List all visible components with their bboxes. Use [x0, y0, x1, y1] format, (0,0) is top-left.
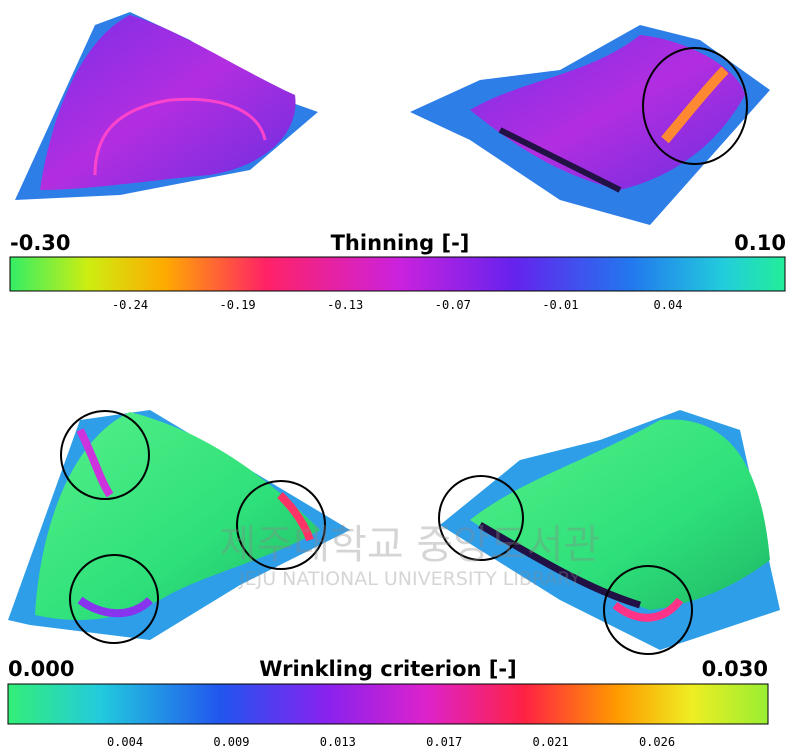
tick-label: -0.07 — [435, 298, 471, 312]
colorbar-title: Wrinkling criterion [-] — [259, 657, 516, 681]
tick-label: -0.01 — [542, 298, 578, 312]
figure: -0.30 Thinning [-] 0.10 -0.24-0.19-0.13-… — [0, 0, 792, 756]
thinning-colorbar: -0.30 Thinning [-] 0.10 -0.24-0.19-0.13-… — [10, 231, 786, 312]
tick-label: -0.24 — [112, 298, 148, 312]
colorbar — [8, 684, 768, 724]
watermark: JEJU NATIONAL UNIVERSITY LIBRARY — [238, 568, 581, 590]
watermark: 제주대학교 중앙도서관 — [220, 522, 601, 568]
colorbar — [10, 257, 785, 291]
colorbar-title: Thinning [-] — [331, 231, 470, 255]
tick-label: 0.004 — [107, 735, 143, 749]
tick-label: 0.026 — [639, 735, 675, 749]
tick-label: -0.19 — [220, 298, 256, 312]
min-label: 0.000 — [8, 657, 74, 681]
min-label: -0.30 — [10, 231, 71, 255]
ticks: 0.004 0.009 0.013 0.017 0.021 0.026 — [107, 735, 675, 749]
tick-label: 0.017 — [426, 735, 462, 749]
tick-label: 0.013 — [320, 735, 356, 749]
wrinkling-colorbar: 0.000 Wrinkling criterion [-] 0.030 0.00… — [8, 657, 768, 749]
tick-label: 0.04 — [654, 298, 683, 312]
tick-label: 0.021 — [533, 735, 569, 749]
max-label: 0.030 — [702, 657, 768, 681]
tick-label: 0.009 — [213, 735, 249, 749]
tick-label: -0.13 — [327, 298, 363, 312]
thinning-shapes — [15, 12, 770, 225]
ticks: -0.24 -0.19 -0.13 -0.07 -0.01 0.04 — [112, 298, 683, 312]
max-label: 0.10 — [734, 231, 786, 255]
